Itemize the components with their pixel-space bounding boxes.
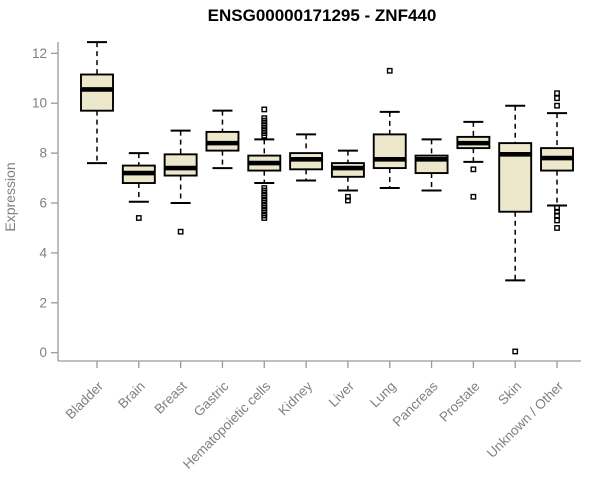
box-group [80, 41, 114, 368]
y-tick-label: 12 [32, 46, 47, 61]
y-tick-label: 2 [39, 295, 47, 310]
box-group [456, 120, 491, 368]
y-tick-label: 0 [39, 345, 47, 360]
category-label: Skin [495, 379, 524, 408]
category-label: Kidney [275, 378, 315, 418]
outlier-point [554, 217, 560, 224]
box-group [163, 129, 198, 368]
outlier-point [386, 67, 393, 74]
iqr-box [163, 153, 198, 177]
y-axis-label: Expression [2, 162, 18, 231]
outlier-point [345, 197, 351, 204]
outlier-point [512, 348, 519, 355]
chart-title: ENSG00000171295 - ZNF440 [208, 6, 437, 25]
category-label: Lung [367, 379, 399, 411]
outlier-point [470, 193, 477, 200]
y-tick-label: 10 [32, 96, 47, 111]
outlier-point [554, 95, 560, 102]
outlier-point [261, 106, 268, 113]
box-group [330, 149, 365, 368]
outlier-point [554, 225, 560, 231]
outlier-point [135, 215, 142, 221]
y-tick-label: 6 [39, 196, 47, 211]
outlier-point [554, 102, 560, 109]
category-label: Breast [152, 378, 190, 416]
category-label: Brain [115, 379, 148, 412]
box-group [247, 106, 282, 368]
outlier-point [261, 215, 268, 221]
category-label: Bladder [63, 378, 107, 422]
outlier-point [554, 212, 560, 219]
category-label: Liver [326, 378, 358, 410]
box-group [289, 133, 324, 368]
box-group [121, 152, 156, 368]
box-group [498, 104, 533, 368]
box-plot-series [80, 41, 574, 368]
category-label: Unknown / Other [484, 378, 567, 461]
box-group [540, 90, 574, 368]
axes: 0 2 4 6 8 10 12 [32, 42, 581, 362]
category-label: Prostate [436, 379, 482, 425]
outlier-point [261, 132, 268, 139]
box-group [205, 109, 240, 368]
y-tick-label: 4 [39, 245, 47, 260]
outlier-point [470, 166, 477, 173]
category-label: Pancreas [390, 378, 441, 429]
box-group [414, 138, 449, 368]
outlier-point [554, 90, 560, 97]
iqr-box [80, 73, 114, 112]
outlier-point [177, 228, 184, 235]
iqr-box [372, 133, 407, 170]
y-tick-label: 8 [39, 146, 47, 161]
category-label: Gastric [191, 378, 232, 419]
box-group [372, 67, 407, 368]
